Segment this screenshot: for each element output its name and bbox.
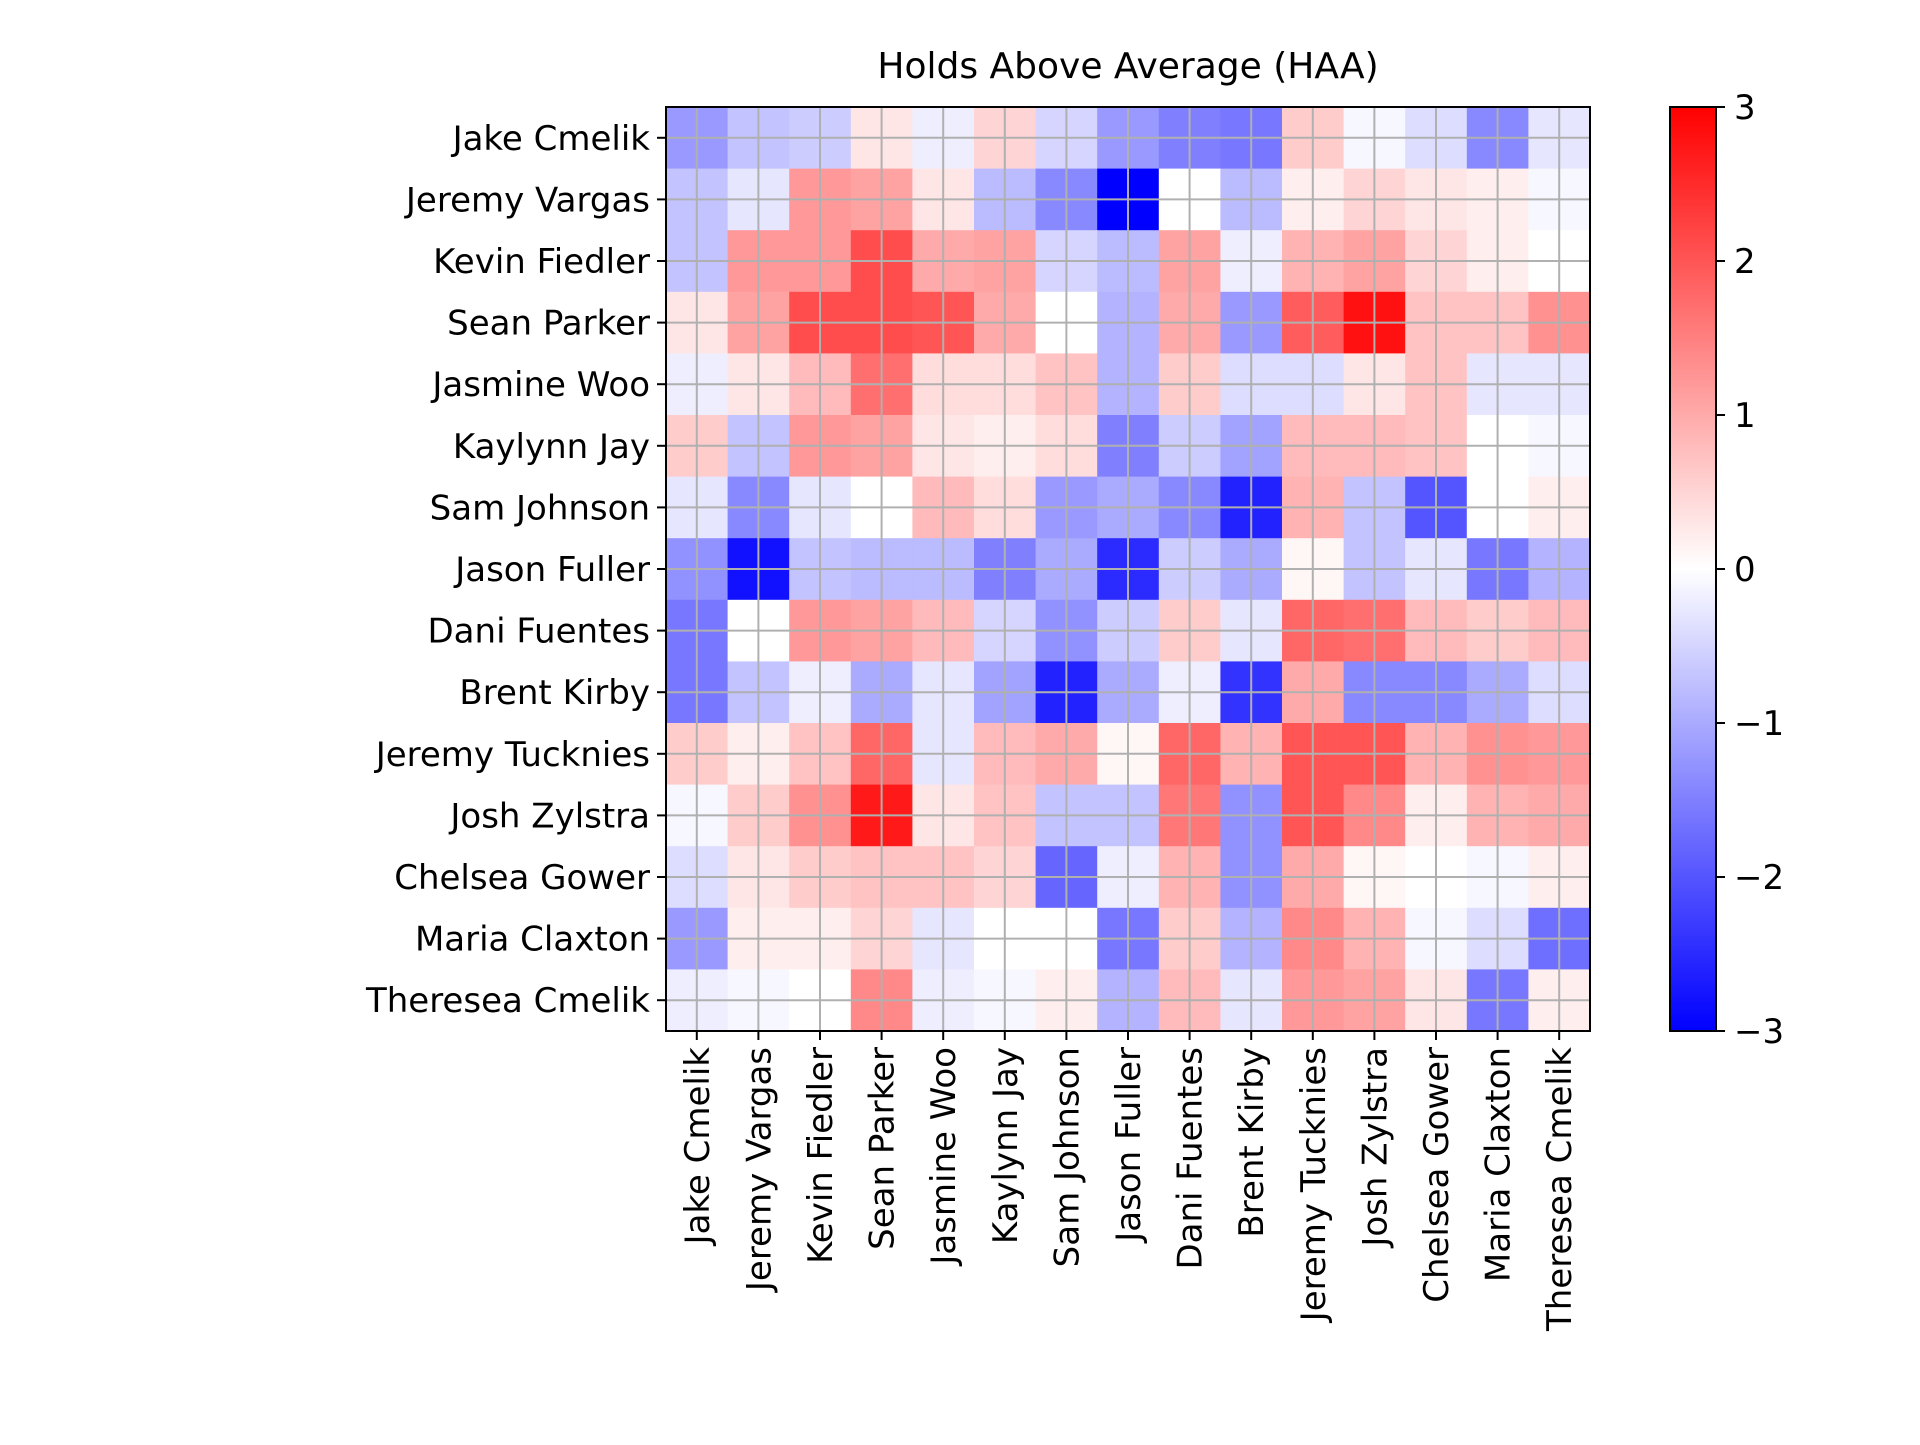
column-label: Dani Fuentes — [1171, 1047, 1211, 1270]
row-label: Chelsea Gower — [394, 858, 650, 898]
colorbar-tick-label: 1 — [1734, 396, 1756, 436]
column-label: Jasmine Woo — [924, 1047, 964, 1267]
colorbar-tick-label: 0 — [1734, 550, 1756, 590]
column-label: Sean Parker — [863, 1047, 903, 1250]
row-label: Sam Johnson — [430, 488, 650, 528]
column-label: Chelsea Gower — [1417, 1047, 1457, 1303]
row-label: Jason Fuller — [453, 550, 650, 590]
row-label: Jeremy Tucknies — [374, 735, 650, 775]
row-label: Maria Claxton — [415, 920, 650, 960]
column-label: Kevin Fiedler — [801, 1047, 841, 1264]
row-label: Jake Cmelik — [451, 119, 651, 159]
heatmap-grid — [666, 107, 1590, 1031]
row-label: Sean Parker — [447, 304, 650, 344]
column-label: Jake Cmelik — [678, 1047, 718, 1247]
column-label: Jason Fuller — [1109, 1047, 1149, 1244]
row-label: Dani Fuentes — [428, 612, 651, 652]
column-labels: Jake Cmelik Jeremy Vargas Kevin Fiedler Sea… — [678, 1031, 1580, 1332]
row-label: Josh Zylstra — [448, 796, 650, 836]
colorbar-tick-label: 3 — [1734, 88, 1756, 128]
column-label: Jeremy Tucknies — [1294, 1047, 1334, 1323]
column-label: Jeremy Vargas — [739, 1047, 779, 1293]
column-label: Kaylynn Jay — [986, 1047, 1026, 1244]
row-label: Kevin Fiedler — [433, 242, 650, 282]
colorbar — [1669, 106, 1717, 1032]
column-label: Brent Kirby — [1232, 1047, 1272, 1238]
column-label: Maria Claxton — [1479, 1047, 1519, 1282]
row-label: Jasmine Woo — [430, 365, 650, 405]
column-label: Sam Johnson — [1047, 1047, 1087, 1267]
column-label: Theresea Cmelik — [1540, 1047, 1580, 1332]
row-label: Theresea Cmelik — [365, 981, 650, 1021]
colorbar-tick-label: 2 — [1734, 242, 1756, 282]
column-label: Josh Zylstra — [1355, 1047, 1395, 1249]
colorbar-tick-label: −1 — [1734, 704, 1784, 744]
row-label: Jeremy Vargas — [404, 180, 650, 220]
colorbar-ticks: −3 −2 −1 0 1 2 3 — [1716, 88, 1784, 1052]
colorbar-tick-label: −2 — [1734, 858, 1784, 898]
row-labels: Jake Cmelik Jeremy Vargas Kevin Fiedler Sea… — [365, 119, 666, 1021]
colorbar-tick-label: −3 — [1734, 1012, 1784, 1052]
row-label: Brent Kirby — [459, 673, 650, 713]
row-label: Kaylynn Jay — [453, 427, 650, 467]
chart-title: Holds Above Average (HAA) — [877, 46, 1378, 87]
